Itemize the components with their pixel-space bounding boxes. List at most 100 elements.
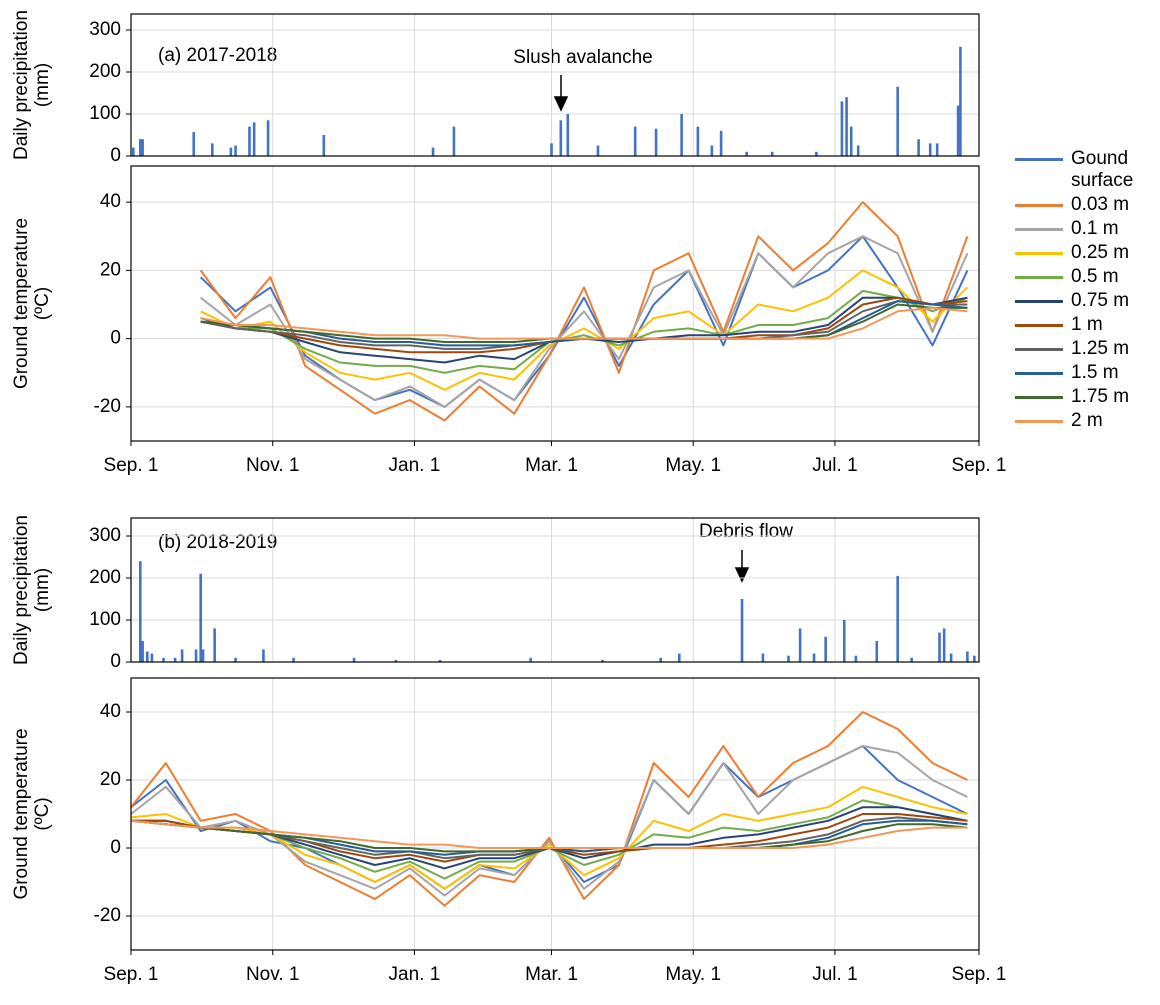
- bar: [266, 120, 270, 156]
- x-tick-label: Jan. 1: [389, 455, 441, 476]
- bar: [719, 130, 723, 156]
- y-axis-label: Daily precipitation: [11, 515, 32, 665]
- y-tick-label: 200: [89, 61, 121, 82]
- series-line: [200, 235, 969, 408]
- bar: [787, 655, 790, 662]
- series-line: [200, 306, 968, 340]
- y-axis-label: Ground temperature: [11, 218, 32, 389]
- bar: [696, 126, 700, 156]
- bar: [550, 143, 553, 156]
- bar: [966, 651, 969, 662]
- legend-item: 1.75 m: [1015, 386, 1160, 408]
- bar: [761, 653, 765, 662]
- bar: [659, 657, 663, 662]
- x-tick-label: Sep. 1: [104, 455, 159, 476]
- bar: [654, 128, 658, 156]
- x-tick-label: Mar. 1: [525, 964, 578, 985]
- legend-swatch: [1015, 204, 1063, 207]
- x-tick-label: Mar. 1: [525, 455, 578, 476]
- legend-item: 0.03 m: [1015, 194, 1160, 216]
- y-tick-label: 100: [89, 609, 121, 630]
- bar: [942, 628, 946, 662]
- legend-swatch: [1015, 300, 1063, 303]
- legend-label: Gound surface: [1071, 148, 1134, 191]
- y-axis-label: (mm): [32, 63, 53, 107]
- y-axis-label: (ºC): [32, 797, 53, 830]
- y-tick-label: -20: [94, 905, 121, 926]
- bar: [917, 139, 920, 156]
- legend-label: 0.25 m: [1071, 242, 1130, 263]
- bar: [229, 147, 233, 156]
- annotation: Slush avalanche: [513, 47, 652, 68]
- x-tick-label: Nov. 1: [246, 455, 300, 476]
- legend-label: 1.25 m: [1071, 338, 1130, 359]
- y-tick-label: 0: [110, 651, 121, 672]
- bar: [849, 126, 853, 156]
- arrow: [553, 75, 569, 112]
- legend-swatch: [1015, 158, 1063, 161]
- bar: [141, 139, 144, 156]
- legend-item: 0.1 m: [1015, 218, 1160, 240]
- bar: [173, 657, 177, 662]
- plot-frame: [130, 517, 980, 663]
- y-tick-label: 40: [100, 191, 121, 212]
- panel-label: (a) 2017-2018: [158, 45, 277, 66]
- legend-label: 0.5 m: [1071, 266, 1119, 287]
- legend-swatch: [1015, 396, 1063, 399]
- bar: [559, 120, 563, 156]
- x-tick-label: Sep. 1: [952, 964, 1007, 985]
- legend: Gound surface 0.03 m 0.1 m 0.25 m 0.5 m 0.75 …: [1015, 148, 1160, 434]
- y-tick-label: -20: [94, 396, 121, 417]
- series-line: [130, 711, 968, 907]
- bar: [234, 657, 237, 662]
- series-line: [130, 819, 968, 853]
- legend-label: 0.03 m: [1071, 194, 1130, 215]
- x-tick-label: May. 1: [665, 455, 721, 476]
- y-tick-label: 300: [89, 525, 121, 546]
- bar: [815, 151, 818, 156]
- bar: [854, 655, 858, 662]
- legend-item: 0.25 m: [1015, 242, 1160, 264]
- y-tick-label: 20: [100, 259, 121, 280]
- bar: [896, 575, 899, 662]
- bar: [842, 620, 846, 662]
- bar: [192, 132, 196, 156]
- bar: [162, 657, 165, 662]
- bar: [896, 86, 899, 156]
- legend-swatch: [1015, 372, 1063, 375]
- y-axis-label: Daily precipitation: [11, 10, 32, 160]
- y-tick-label: 100: [89, 103, 121, 124]
- bar: [680, 114, 683, 156]
- y-axis-label: (mm): [32, 568, 53, 612]
- bar: [213, 628, 216, 662]
- y-tick-label: 0: [110, 328, 121, 349]
- bar: [292, 657, 295, 662]
- legend-item: 2 m: [1015, 410, 1160, 432]
- series-line: [130, 745, 968, 890]
- plot-frame: [130, 165, 980, 442]
- series-line: [130, 819, 968, 849]
- bar: [910, 657, 913, 662]
- legend-swatch: [1015, 276, 1063, 279]
- bar: [959, 46, 962, 156]
- bar: [438, 659, 442, 662]
- bar: [452, 126, 456, 156]
- bar: [845, 97, 848, 156]
- legend-swatch: [1015, 324, 1063, 327]
- bar: [132, 147, 135, 156]
- y-tick-label: 0: [110, 145, 121, 166]
- bar: [856, 145, 860, 156]
- bar: [840, 101, 844, 156]
- x-tick-label: Jul. 1: [812, 455, 857, 476]
- bar: [252, 122, 256, 156]
- legend-item: 0.75 m: [1015, 290, 1160, 312]
- bar: [677, 653, 681, 662]
- arrow: [734, 550, 750, 583]
- bar: [138, 561, 142, 662]
- bar: [431, 147, 435, 156]
- bar: [201, 649, 205, 662]
- bar: [211, 143, 214, 156]
- bar: [949, 653, 953, 662]
- bar: [394, 659, 398, 662]
- bar: [180, 649, 184, 662]
